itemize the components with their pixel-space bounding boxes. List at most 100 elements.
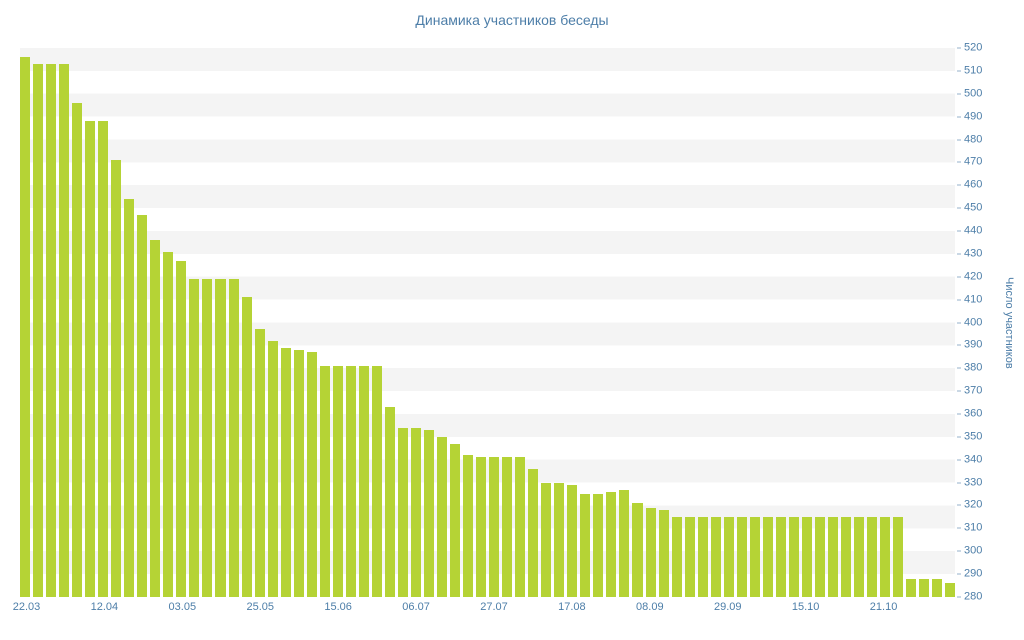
bar: [658, 510, 669, 597]
bar: [515, 457, 526, 597]
y-tick-label: 470: [964, 155, 983, 168]
bar: [293, 349, 304, 597]
y-tick: 410: [957, 294, 982, 305]
y-tick-label: 500: [964, 87, 983, 100]
y-tick: 340: [957, 454, 982, 465]
bar: [280, 347, 291, 597]
y-tick: 510: [957, 65, 982, 76]
bar: [72, 102, 83, 597]
y-tick: 370: [957, 384, 983, 397]
bar: [59, 64, 70, 597]
y-tick-mark: [957, 161, 961, 163]
bar: [932, 578, 943, 597]
y-tick-mark: [957, 299, 961, 301]
y-tick-mark: [957, 70, 961, 72]
x-tick-label: 22.03: [12, 601, 41, 613]
bars-container: [20, 48, 956, 597]
bar: [788, 516, 799, 597]
y-tick-mark: [957, 573, 961, 575]
bar: [463, 455, 474, 597]
y-tick-mark: [957, 459, 961, 461]
y-tick-label: 370: [964, 384, 983, 397]
bar: [867, 516, 878, 597]
y-tick: 460: [957, 179, 982, 191]
y-tick-label: 490: [964, 110, 983, 123]
y-tick: 330: [957, 477, 982, 488]
bar: [762, 516, 773, 597]
bar: [710, 516, 721, 597]
y-tick-label: 360: [964, 407, 983, 420]
bar: [906, 578, 917, 597]
y-tick-label: 480: [964, 133, 983, 145]
y-tick-label: 350: [964, 430, 983, 443]
bar: [176, 260, 187, 597]
y-tick-mark: [957, 344, 961, 346]
y-tick-label: 450: [964, 201, 983, 214]
y-tick-label: 280: [964, 590, 983, 603]
bar: [33, 64, 44, 597]
bar: [384, 407, 395, 597]
bar: [450, 443, 461, 597]
bar: [85, 121, 96, 597]
bar: [541, 482, 552, 597]
y-tick-mark: [957, 527, 961, 529]
bar: [306, 352, 317, 597]
y-tick-label: 410: [964, 293, 983, 306]
bar: [254, 329, 265, 597]
y-tick: 310: [957, 521, 983, 534]
y-tick-mark: [957, 367, 961, 369]
bar: [46, 64, 57, 597]
chart-title: Динамика участников беседы: [415, 12, 609, 28]
bar: [241, 297, 252, 597]
bar: [476, 457, 487, 597]
bar: [645, 507, 656, 597]
bar: [606, 491, 617, 597]
bar: [319, 365, 330, 597]
bar: [671, 516, 682, 597]
bar: [775, 516, 786, 597]
y-tick-mark: [957, 207, 961, 209]
bar: [554, 482, 565, 597]
bar: [150, 240, 161, 597]
x-axis-labels: 22.03 12.04 03.05 25.05 15.06 06.07 27.07 17.08…: [13, 601, 955, 617]
y-tick: 470: [957, 155, 983, 168]
bar: [358, 365, 369, 597]
y-tick-label: 430: [964, 247, 983, 260]
bar: [567, 484, 578, 597]
y-tick: 500: [957, 88, 982, 99]
y-tick: 440: [957, 225, 982, 236]
y-tick-mark: [957, 116, 961, 118]
bar: [580, 494, 591, 597]
y-tick: 490: [957, 111, 982, 122]
y-tick: 320: [957, 499, 982, 511]
y-tick-mark: [957, 47, 961, 49]
bar: [215, 279, 226, 597]
plot-area: [20, 48, 956, 597]
bar: [20, 57, 31, 597]
bar: [397, 427, 408, 597]
y-tick-mark: [957, 550, 961, 552]
x-tick-label: 15.06: [324, 601, 352, 613]
y-tick: 380: [957, 362, 982, 374]
bar: [137, 215, 148, 597]
y-tick-mark: [957, 413, 961, 415]
bar: [593, 494, 604, 597]
bar: [228, 279, 239, 597]
y-tick: 350: [957, 431, 982, 442]
bar: [332, 365, 343, 597]
y-tick-label: 310: [964, 521, 983, 534]
bar: [736, 516, 747, 597]
bar: [684, 516, 695, 597]
bar: [528, 468, 539, 597]
y-tick-mark: [957, 253, 961, 255]
y-tick: 300: [957, 544, 983, 557]
bar: [410, 427, 421, 597]
x-tick-label: 27.07: [480, 601, 508, 613]
bar: [619, 489, 630, 597]
bar: [98, 121, 109, 597]
y-tick-mark: [957, 93, 961, 95]
y-tick-label: 520: [964, 41, 983, 54]
y-tick-label: 390: [964, 338, 983, 351]
bar: [163, 251, 174, 597]
y-tick-label: 300: [964, 544, 983, 557]
